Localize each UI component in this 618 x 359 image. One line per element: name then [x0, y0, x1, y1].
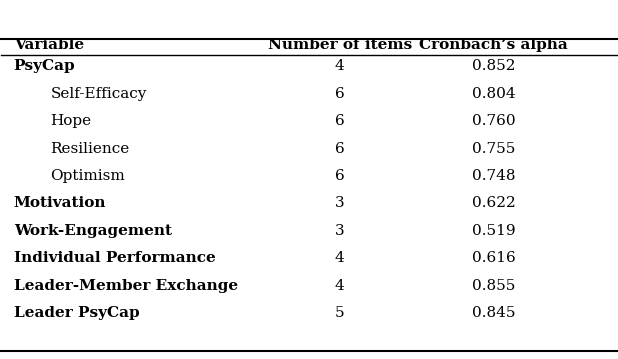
- Text: PsyCap: PsyCap: [14, 59, 75, 73]
- Text: Optimism: Optimism: [51, 169, 125, 183]
- Text: Leader-Member Exchange: Leader-Member Exchange: [14, 279, 238, 293]
- Text: Variable: Variable: [14, 38, 84, 52]
- Text: 0.616: 0.616: [472, 251, 515, 265]
- Text: Leader PsyCap: Leader PsyCap: [14, 306, 139, 320]
- Text: 6: 6: [335, 169, 345, 183]
- Text: 0.622: 0.622: [472, 196, 515, 210]
- Text: 0.519: 0.519: [472, 224, 515, 238]
- Text: 0.845: 0.845: [472, 306, 515, 320]
- Text: 0.755: 0.755: [472, 141, 515, 155]
- Text: Number of items: Number of items: [268, 38, 412, 52]
- Text: 4: 4: [335, 251, 345, 265]
- Text: Self-Efficacy: Self-Efficacy: [51, 87, 147, 101]
- Text: Cronbach’s alpha: Cronbach’s alpha: [419, 38, 568, 52]
- Text: 3: 3: [335, 196, 345, 210]
- Text: 4: 4: [335, 59, 345, 73]
- Text: Work-Engagement: Work-Engagement: [14, 224, 172, 238]
- Text: 0.760: 0.760: [472, 114, 515, 128]
- Text: 0.804: 0.804: [472, 87, 515, 101]
- Text: Individual Performance: Individual Performance: [14, 251, 216, 265]
- Text: Hope: Hope: [51, 114, 91, 128]
- Text: 6: 6: [335, 141, 345, 155]
- Text: 4: 4: [335, 279, 345, 293]
- Text: 0.852: 0.852: [472, 59, 515, 73]
- Text: 6: 6: [335, 87, 345, 101]
- Text: 0.855: 0.855: [472, 279, 515, 293]
- Text: 3: 3: [335, 224, 345, 238]
- Text: Motivation: Motivation: [14, 196, 106, 210]
- Text: 5: 5: [335, 306, 345, 320]
- Text: 6: 6: [335, 114, 345, 128]
- Text: 0.748: 0.748: [472, 169, 515, 183]
- Text: Resilience: Resilience: [51, 141, 130, 155]
